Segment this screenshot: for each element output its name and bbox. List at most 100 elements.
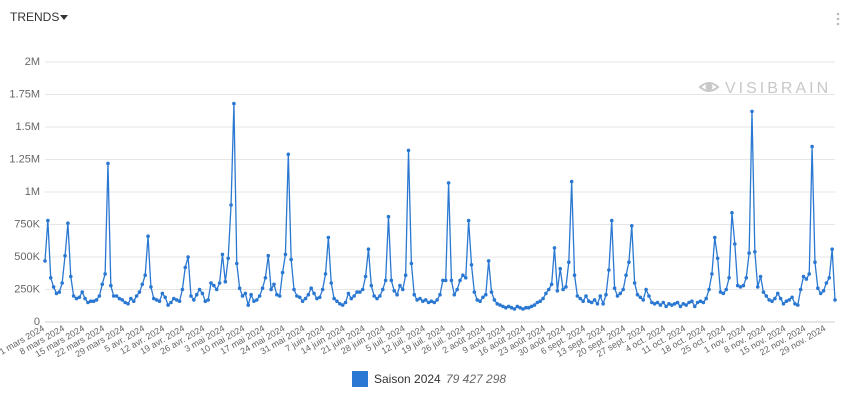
point (632, 281, 637, 285)
point (569, 179, 574, 184)
point (804, 277, 809, 281)
point (269, 287, 273, 292)
point (701, 300, 706, 305)
point (71, 294, 76, 298)
point (183, 265, 188, 270)
point (189, 294, 193, 298)
point (793, 302, 797, 306)
point (57, 290, 62, 294)
point (220, 252, 225, 257)
point (738, 285, 743, 289)
point (504, 305, 508, 310)
point (154, 298, 159, 302)
point (109, 283, 113, 288)
point (529, 304, 534, 309)
point (255, 298, 259, 302)
point (438, 292, 442, 297)
legend-label[interactable]: Saison 2024 (374, 372, 441, 386)
point (366, 247, 371, 251)
point (612, 286, 617, 291)
point (584, 294, 588, 298)
point (790, 295, 794, 300)
y-tick-label: 1.75M (9, 88, 40, 100)
point (635, 292, 640, 297)
point (226, 256, 230, 261)
point (541, 296, 545, 301)
watermark: VISIBRAIN (725, 80, 831, 97)
point (418, 296, 422, 301)
legend-swatch[interactable] (352, 371, 368, 387)
point (773, 296, 777, 301)
point (91, 299, 96, 304)
point (521, 307, 525, 311)
point (60, 281, 64, 285)
point (667, 302, 671, 306)
point (257, 294, 262, 298)
point (710, 272, 714, 276)
point (715, 256, 720, 261)
point (515, 304, 520, 309)
dropdown-arrow[interactable] (60, 15, 68, 20)
point (129, 296, 133, 301)
point (775, 291, 780, 296)
point (727, 276, 731, 280)
point (123, 300, 127, 305)
point (755, 285, 760, 289)
point (389, 278, 394, 283)
point (375, 296, 379, 301)
point (466, 218, 471, 223)
menu-button[interactable] (836, 12, 840, 26)
point (627, 260, 631, 265)
point (409, 261, 414, 266)
point (443, 278, 448, 283)
point (352, 294, 356, 298)
point (604, 292, 608, 297)
point (661, 300, 666, 305)
point (323, 272, 328, 276)
point (750, 109, 754, 114)
point (77, 295, 82, 300)
point (813, 260, 817, 265)
point (469, 263, 474, 267)
point (687, 300, 691, 305)
point (126, 302, 130, 306)
point (512, 307, 517, 311)
point (283, 252, 288, 257)
panel-title[interactable]: TRENDS (10, 10, 59, 24)
point (329, 281, 334, 285)
point (143, 273, 147, 278)
y-tick-label: 250K (14, 283, 40, 295)
point (114, 294, 119, 298)
point (733, 242, 737, 246)
point (63, 253, 67, 258)
point (146, 234, 150, 238)
point (818, 291, 823, 296)
y-tick-label: 0 (34, 316, 40, 328)
legend-total: 79 427 298 (446, 372, 506, 386)
point (309, 286, 313, 291)
point (249, 292, 253, 297)
point (735, 283, 740, 288)
point (795, 303, 800, 307)
point (74, 296, 79, 301)
point (46, 218, 50, 223)
point (475, 298, 480, 302)
point (532, 303, 537, 307)
point (690, 299, 694, 304)
point (721, 291, 726, 296)
point (664, 304, 668, 309)
point (524, 305, 528, 310)
point (641, 298, 646, 302)
point (644, 287, 648, 292)
point (506, 304, 511, 309)
point (435, 298, 439, 302)
point (386, 214, 391, 219)
point (83, 296, 87, 301)
point (675, 300, 680, 305)
point (555, 289, 560, 293)
point (698, 299, 703, 304)
point (177, 299, 182, 304)
point (724, 287, 729, 292)
point (638, 295, 643, 300)
point (200, 291, 205, 296)
